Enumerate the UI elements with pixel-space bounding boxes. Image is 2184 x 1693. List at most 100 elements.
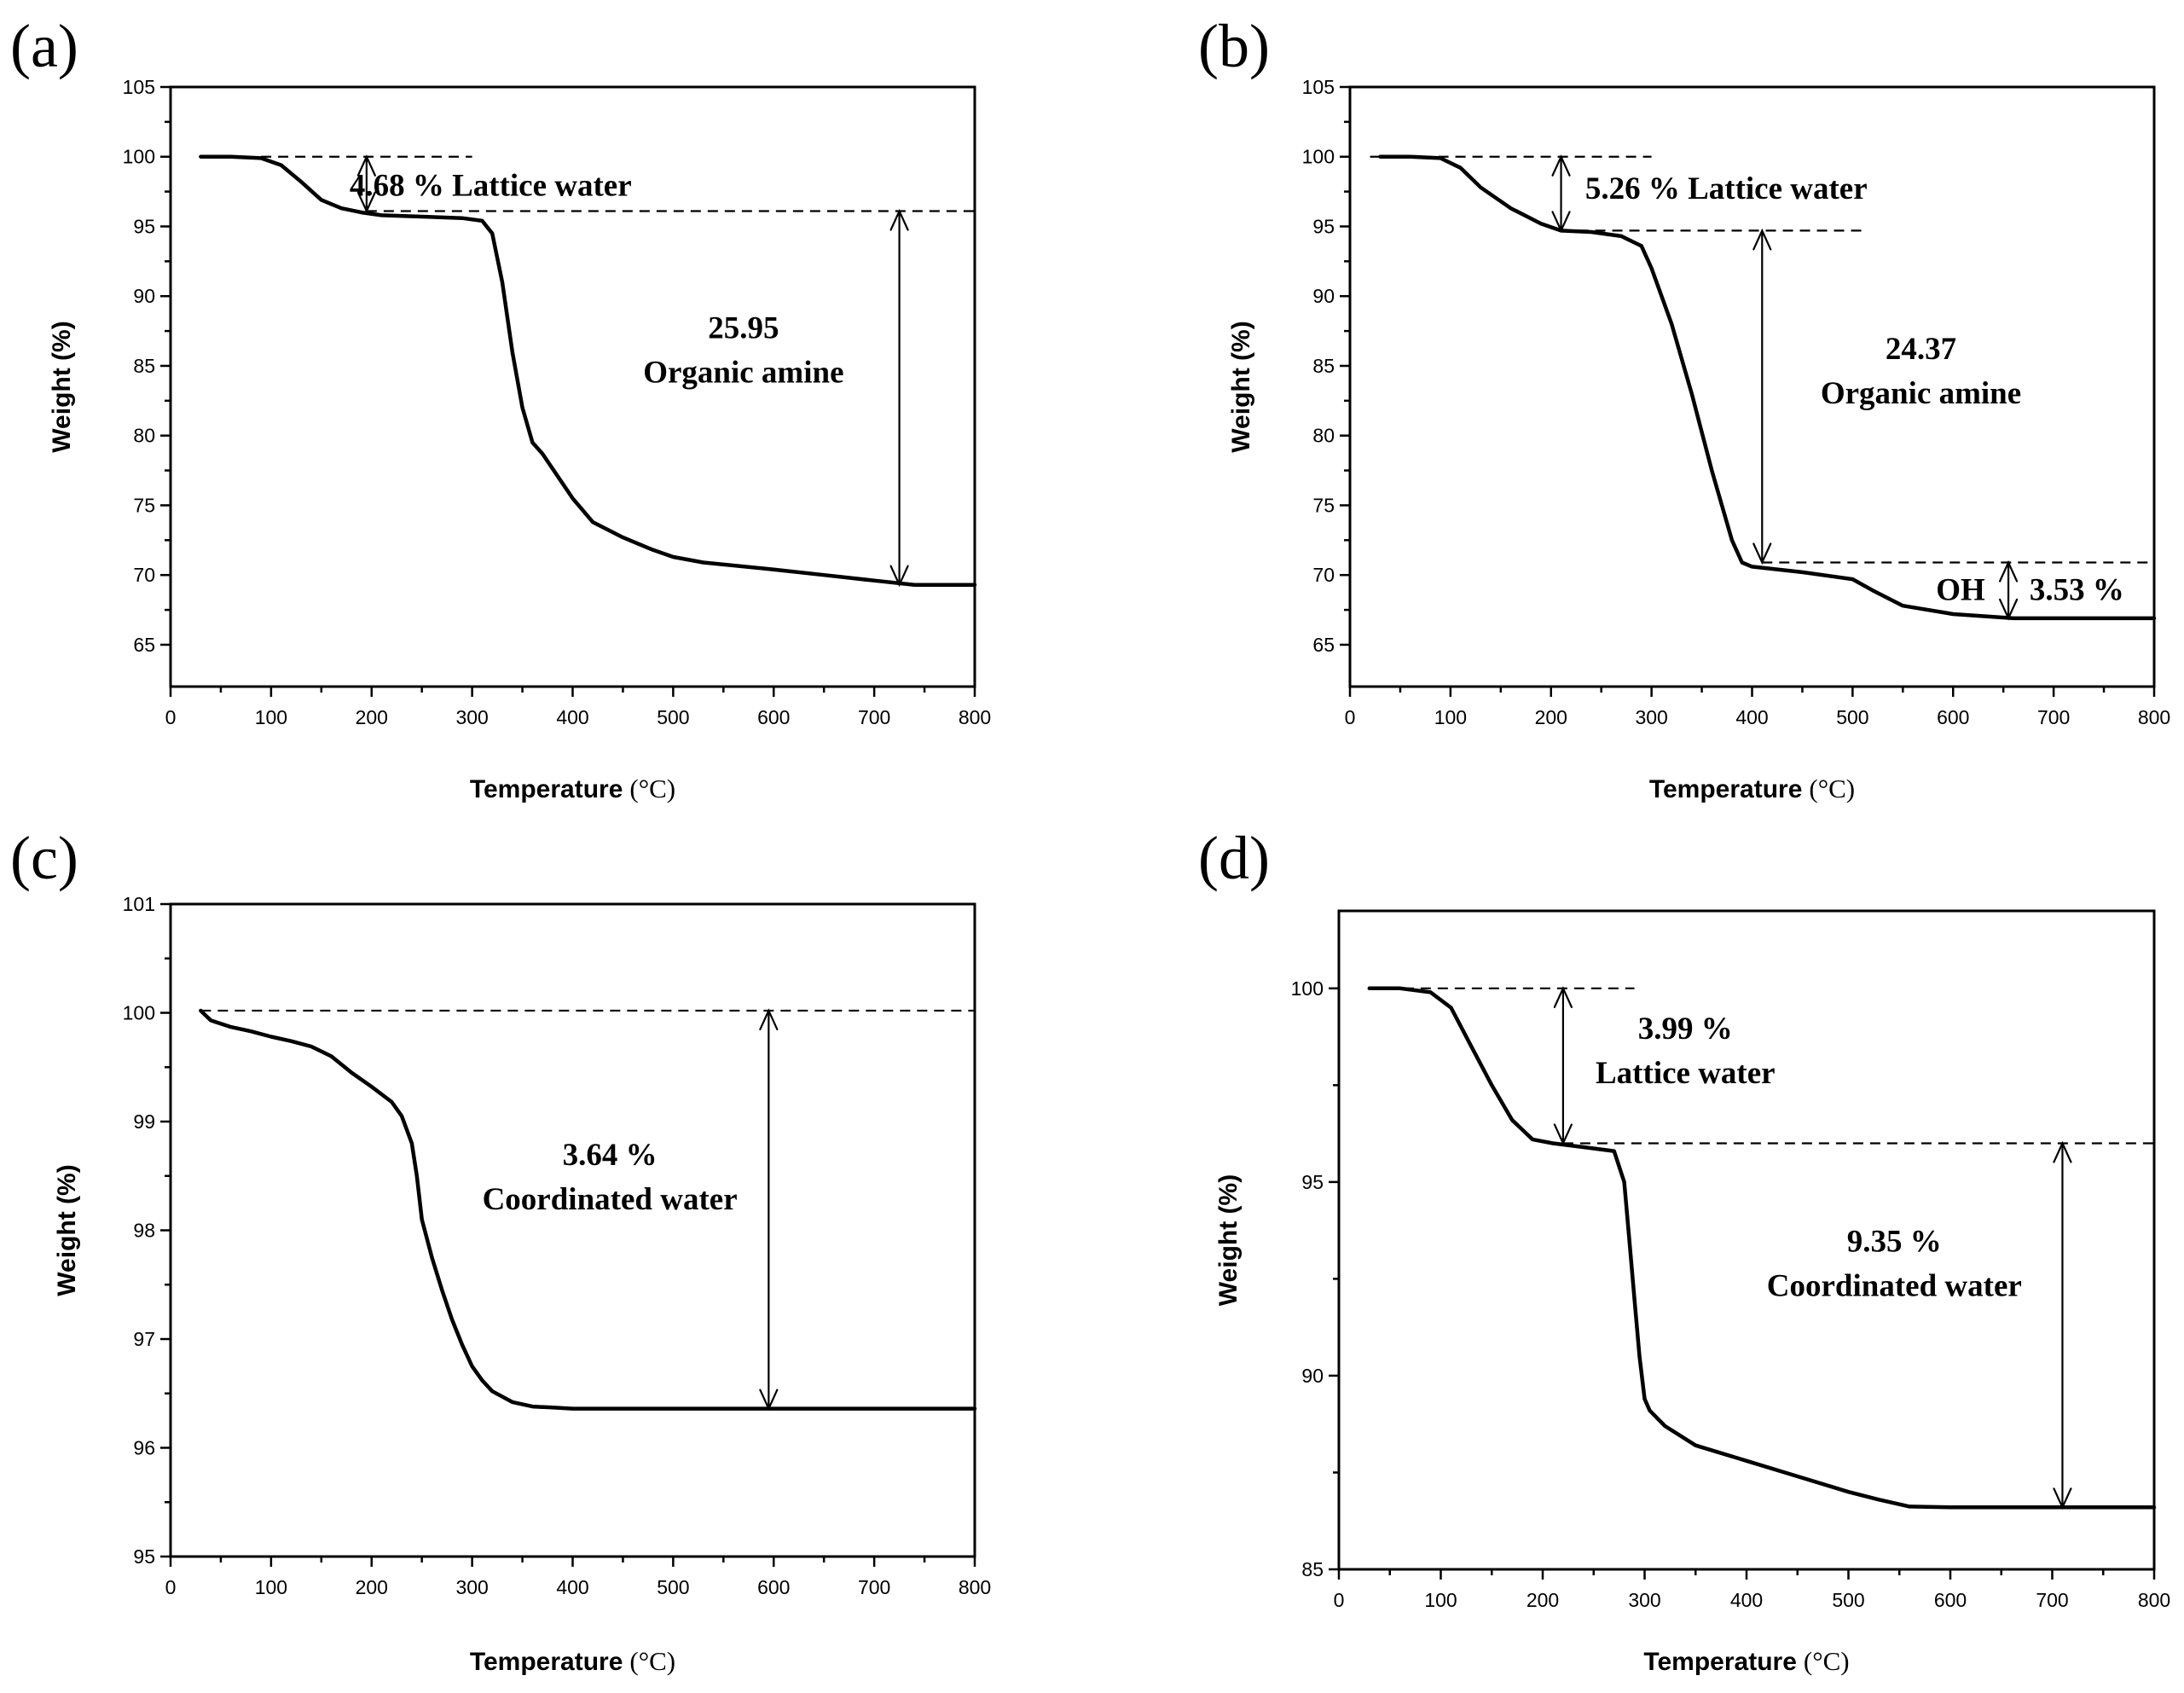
annotation-line: 4.68 % Lattice water: [350, 169, 632, 204]
annotation: 25.95 Organic amine: [643, 310, 843, 390]
x-tick-label: 200: [1526, 1589, 1559, 1611]
panel-label: (c): [10, 824, 78, 892]
x-axis-title: Temperature (°C): [470, 1646, 675, 1676]
measurement-arrow: [1551, 154, 1571, 234]
annotation-line: Organic amine: [643, 355, 843, 390]
x-tick-label: 500: [1832, 1589, 1864, 1611]
x-tick-label: 100: [1424, 1589, 1457, 1611]
y-tick-label: 85: [1301, 1558, 1324, 1580]
y-tick-label: 65: [133, 634, 155, 656]
x-axis-unit: (°C): [629, 774, 675, 803]
x-tick-label: 200: [1535, 706, 1567, 728]
y-tick-label: 100: [1291, 977, 1324, 1000]
y-tick-label: 95: [133, 1545, 155, 1568]
annotation-line: 3.64 %: [563, 1138, 658, 1173]
y-tick-label: 100: [1302, 146, 1335, 168]
annotation: 24.37 Organic amine: [1821, 332, 2021, 411]
panel-0: (a) 0 100 200 300 400 500 600 700 800 65 70 75 80 85 90…: [10, 12, 991, 803]
y-tick-label: 70: [133, 564, 155, 586]
y-tick-label: 80: [133, 425, 155, 447]
y-tick-label: 70: [1312, 564, 1335, 586]
y-tick-label: 95: [133, 215, 155, 237]
annotation-line: 3.99 %: [1638, 1012, 1733, 1047]
panel-label: (d): [1198, 824, 1270, 892]
y-tick-label: 96: [133, 1437, 155, 1459]
x-tick-label: 500: [1836, 706, 1868, 728]
annotation-line: Organic amine: [1821, 376, 2021, 411]
x-tick-label: 100: [1434, 706, 1467, 728]
x-tick-label: 300: [455, 706, 488, 728]
y-axis-title: Weight (%): [53, 1164, 81, 1296]
x-axis-title: Temperature (°C): [1643, 1646, 1849, 1676]
measurement-arrow: [1752, 228, 1772, 565]
y-tick-label: 90: [133, 285, 155, 307]
y-tick-label: 98: [133, 1220, 155, 1242]
x-axis-label: Temperature: [470, 1648, 623, 1676]
tga-curve: [199, 1008, 977, 1411]
annotation: 3.99 % Lattice water: [1596, 1012, 1776, 1091]
x-tick-label: 100: [255, 706, 287, 728]
y-tick-label: 99: [133, 1110, 155, 1133]
tga-curve: [1378, 154, 2157, 621]
annotation: 3.53 %: [2030, 573, 2124, 608]
x-tick-label: 800: [2138, 706, 2170, 728]
x-axis-label: Temperature: [470, 775, 623, 803]
annotation-line: 3.53 %: [2030, 573, 2124, 608]
x-tick-label: 300: [455, 1576, 488, 1598]
y-tick-label: 100: [123, 1002, 155, 1024]
y-tick-label: 75: [1312, 494, 1335, 516]
y-tick-label: 97: [133, 1328, 155, 1350]
x-tick-label: 800: [2138, 1589, 2170, 1611]
measurement-arrow: [889, 208, 909, 588]
x-tick-label: 600: [757, 1576, 790, 1598]
y-tick-label: 75: [133, 494, 155, 516]
measurement-arrow: [2053, 1140, 2072, 1510]
x-tick-label: 700: [858, 706, 890, 728]
x-tick-label: 700: [2036, 1589, 2068, 1611]
panel-label: (b): [1198, 12, 1270, 80]
panel-2: (c) 0 100 200 300 400 500 600 700 800 95 96 97 98 99 10…: [10, 824, 991, 1676]
y-axis-title: Weight (%): [1227, 321, 1255, 452]
x-axis-unit: (°C): [1809, 774, 1855, 803]
x-tick-label: 300: [1628, 1589, 1660, 1611]
y-tick-label: 101: [123, 893, 155, 915]
annotation: 4.68 % Lattice water: [350, 169, 632, 204]
tga-curve: [199, 154, 977, 587]
x-tick-label: 400: [556, 1576, 588, 1598]
panel-label: (a): [10, 12, 78, 80]
x-tick-label: 400: [556, 706, 588, 728]
x-tick-label: 400: [1735, 706, 1768, 728]
y-tick-label: 90: [1301, 1365, 1324, 1387]
y-tick-label: 85: [1312, 355, 1335, 377]
x-tick-label: 0: [1334, 1589, 1345, 1611]
y-tick-label: 95: [1312, 215, 1335, 237]
x-tick-label: 700: [2037, 706, 2070, 728]
y-tick-label: 80: [1312, 425, 1335, 447]
y-tick-label: 65: [1312, 634, 1335, 656]
x-axis-title: Temperature (°C): [1649, 774, 1855, 803]
annotation-line: 9.35 %: [1847, 1225, 1942, 1260]
measurement-arrow: [1553, 986, 1573, 1146]
annotation: 5.26 % Lattice water: [1585, 171, 1868, 206]
annotation-line: Lattice water: [1596, 1056, 1776, 1091]
x-axis-unit: (°C): [629, 1646, 675, 1676]
y-tick-label: 105: [1302, 76, 1335, 98]
measurement-arrow: [356, 154, 376, 214]
x-tick-label: 500: [657, 1576, 689, 1598]
x-tick-label: 600: [1937, 706, 1969, 728]
plot-frame: [169, 902, 976, 1558]
x-tick-label: 0: [1345, 706, 1356, 728]
y-tick-label: 95: [1301, 1171, 1324, 1193]
x-axis-unit: (°C): [1804, 1646, 1850, 1676]
tga-curve: [1367, 986, 2157, 1510]
measurement-arrow: [1998, 560, 2019, 621]
annotation-line: Coordinated water: [483, 1182, 738, 1217]
y-tick-label: 85: [133, 355, 155, 377]
x-tick-label: 800: [959, 706, 991, 728]
annotation-line: 5.26 % Lattice water: [1585, 171, 1868, 206]
annotation-line: 25.95: [708, 310, 779, 345]
x-tick-label: 600: [757, 706, 790, 728]
panel-3: (d) 0 100 200 300 400 500 600 700 800 85 90 95 100 Tem…: [1198, 824, 2170, 1676]
x-tick-label: 200: [356, 1576, 388, 1598]
